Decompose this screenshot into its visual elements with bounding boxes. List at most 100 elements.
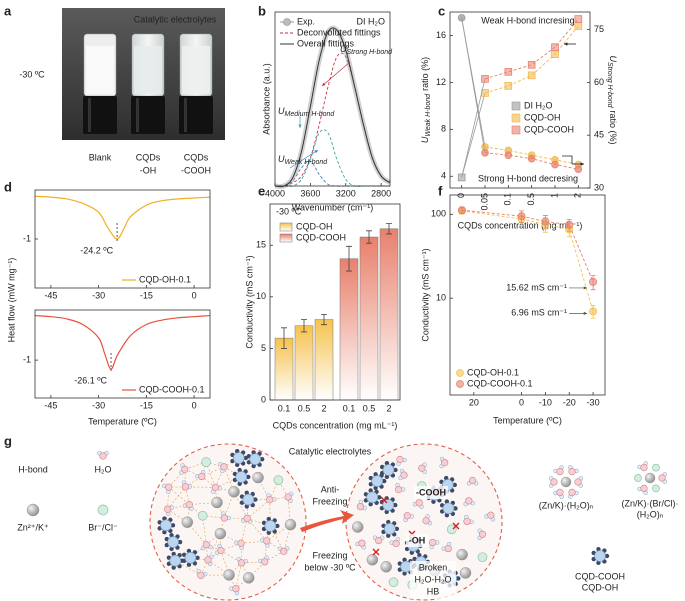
hbond: [201, 466, 225, 477]
legend-label: CQD-OH-0.1: [467, 367, 519, 377]
cqd-group: [253, 497, 258, 502]
point: [589, 277, 598, 286]
arrow-label: Freezing: [312, 496, 347, 506]
dsc-curve: [34, 195, 211, 240]
water-o: [396, 455, 404, 464]
x-tick-label: 0.5: [526, 193, 536, 206]
x-tick-label: -45: [44, 290, 57, 300]
x-tick-label: 0.1: [343, 403, 356, 413]
broken-label: Broken: [419, 562, 448, 572]
error-bar: [366, 230, 372, 244]
hbond: [216, 502, 225, 519]
hbond: [240, 518, 248, 544]
halide: [634, 474, 642, 482]
legend-label: CQD-OH: [524, 112, 561, 122]
cqd-core: [400, 560, 412, 573]
sample-label: CQDs: [136, 152, 161, 162]
water-o: [237, 559, 246, 567]
species-label: CQD-COOH: [575, 571, 625, 581]
halide: [97, 504, 109, 516]
broken-label: HB: [427, 586, 440, 596]
plot-frame: [449, 11, 591, 189]
x-tick-label: -30: [587, 397, 600, 407]
group-label: -OH: [409, 535, 426, 545]
y-axis-label: Conductivity (mS cm⁻¹): [420, 248, 430, 341]
water-o: [422, 517, 430, 525]
y-axis-label: Heat flow (mW mg⁻¹): [6, 258, 16, 343]
point: [527, 71, 536, 80]
annotation: -30 ºC: [276, 206, 302, 216]
plot-frame: [34, 309, 211, 399]
sample-label: Blank: [89, 152, 112, 162]
connector: [461, 92, 486, 178]
series-line: [484, 25, 579, 94]
cqd-group: [453, 506, 458, 511]
arrow-shaft: [321, 61, 351, 87]
arrow-head: [322, 82, 326, 86]
water-o: [266, 496, 274, 504]
x-tick-label: 2: [573, 193, 583, 198]
y2-axis-label-symbol: U: [608, 55, 618, 62]
component-label-subscript: Strong H-bond: [347, 49, 394, 56]
legend-label: Br⁻/Cl⁻: [88, 522, 118, 532]
vial-cap: [131, 96, 165, 134]
legend-label: Overall fittings: [297, 38, 355, 48]
legend-label: CQD-COOH-0.1: [467, 378, 533, 388]
water-o: [463, 517, 471, 526]
sample-label: -OH: [140, 165, 157, 175]
water-o: [658, 474, 666, 482]
hbond: [206, 461, 225, 468]
ion: [228, 486, 240, 498]
cqd-core: [232, 452, 245, 464]
bar: [359, 236, 379, 401]
label-bg: [414, 486, 448, 499]
water-o: [468, 476, 477, 485]
cqd-core: [242, 493, 255, 506]
ion: [214, 527, 227, 540]
chart-title: DI H₂O: [357, 16, 386, 26]
x-tick-label: 0.05: [479, 193, 489, 211]
point: [481, 149, 489, 157]
y-tick-label: 45: [594, 130, 604, 140]
vial-cap-shine: [184, 98, 187, 132]
species-label: (Zn/K)·(Br/Cl)·: [622, 498, 679, 508]
legend-label: CQD-COOH: [296, 232, 346, 242]
hbond: [189, 504, 203, 516]
halide: [388, 577, 399, 588]
x-tick-label: -30: [92, 290, 105, 300]
vial-cap-shine: [88, 98, 91, 132]
halide: [652, 463, 660, 472]
cqd-core: [184, 552, 197, 564]
arrow-shaft: [289, 149, 319, 169]
water-o: [284, 493, 292, 501]
component-label-subscript: Medium H-bond: [285, 111, 336, 118]
water-o: [280, 547, 288, 555]
arrow-head: [314, 150, 318, 154]
label-bg: [410, 561, 456, 599]
broken-bond: [380, 496, 388, 504]
annotation: Strong H-bond decresing: [478, 173, 578, 183]
y-tick-label: 8: [441, 124, 446, 134]
x-axis-label: CQDs concentration (mg mL⁻¹): [273, 420, 398, 430]
cqd-group: [452, 482, 457, 488]
plot-frame: [269, 203, 401, 401]
ion: [380, 561, 392, 573]
point: [551, 43, 559, 51]
x-tick-label: 20: [469, 397, 479, 407]
water-o: [640, 484, 648, 492]
arrow-label: Freezing: [312, 550, 347, 560]
cqd-core: [264, 520, 277, 532]
water-o: [395, 485, 403, 494]
water-o: [237, 539, 245, 547]
label-bg: [406, 534, 428, 547]
series-line: [461, 210, 594, 312]
x-tick-label: 0.1: [503, 193, 513, 206]
transition-arrow: [300, 510, 354, 532]
water-o: [356, 503, 365, 511]
x-tick-label: -30: [92, 400, 105, 410]
peak-label: -26.1 ºC: [74, 375, 107, 385]
cqd-group: [377, 495, 382, 500]
species-label: (Zn/K)·(H₂O)ₙ: [539, 500, 594, 510]
hbond: [235, 562, 242, 589]
point: [481, 75, 489, 83]
